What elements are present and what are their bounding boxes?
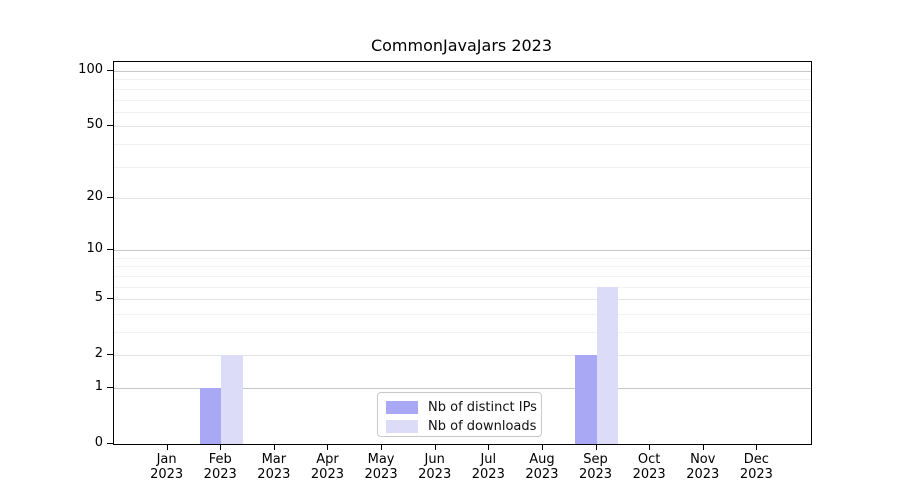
gridline-minor-6 (114, 286, 811, 288)
y-tick-0 (107, 443, 113, 444)
x-tick-label-feb: Feb 2023 (203, 452, 237, 482)
bar-downloads-feb (221, 355, 243, 444)
x-tick-label-mar: Mar 2023 (257, 452, 291, 482)
y-tick-label-100: 100 (78, 62, 103, 78)
plot-area (113, 61, 812, 445)
gridline-major-1 (114, 387, 811, 389)
gridline-major-2 (114, 355, 811, 357)
x-tick-dec (756, 444, 758, 450)
gridline-minor-80 (114, 88, 811, 90)
y-tick-label-50: 50 (86, 117, 103, 133)
gridline-major-20 (114, 197, 811, 199)
x-tick-label-apr: Apr 2023 (310, 452, 344, 482)
y-tick-1 (107, 386, 113, 388)
y-tick-label-10: 10 (86, 241, 103, 257)
y-tick-label-1: 1 (94, 378, 103, 394)
gridline-major-10 (114, 250, 811, 252)
legend: Nb of distinct IPs Nb of downloads (377, 392, 542, 437)
x-tick-apr (327, 444, 329, 450)
x-tick-label-dec: Dec 2023 (739, 452, 773, 482)
gridline-minor-7 (114, 275, 811, 277)
chart-title: CommonJavaJars 2023 (370, 36, 553, 55)
y-tick-100 (107, 70, 113, 72)
legend-label-0: Nb of distinct IPs (428, 400, 537, 415)
x-tick-jun (434, 444, 436, 450)
legend-label-1: Nb of downloads (428, 419, 537, 434)
x-tick-jul (488, 444, 490, 450)
grid-layer (114, 62, 811, 444)
gridline-minor-9 (114, 257, 811, 259)
x-tick-jan (166, 444, 168, 450)
gridline-minor-8 (114, 266, 811, 268)
x-tick-label-oct: Oct 2023 (632, 452, 666, 482)
bar-downloads-sep (596, 286, 619, 444)
gridline-minor-40 (114, 143, 811, 145)
y-tick-label-20: 20 (86, 188, 103, 204)
legend-row-1: Nb of downloads (386, 418, 537, 435)
x-tick-label-jul: Jul 2023 (471, 452, 505, 482)
bar-ips-sep (575, 355, 597, 444)
gridline-minor-70 (114, 99, 811, 101)
x-tick-nov (702, 444, 704, 450)
bars-layer (114, 62, 811, 444)
x-tick-label-nov: Nov 2023 (686, 452, 720, 482)
gridline-minor-60 (114, 111, 811, 113)
gridline-minor-90 (114, 79, 811, 81)
y-tick-label-0: 0 (94, 435, 103, 450)
x-tick-label-may: May 2023 (364, 452, 398, 482)
y-tick-label-2: 2 (94, 346, 103, 362)
gridline-major-50 (114, 126, 811, 128)
x-tick-aug (541, 444, 543, 450)
gridline-major-100 (114, 71, 811, 73)
y-tick-50 (107, 125, 113, 127)
x-tick-sep (595, 444, 597, 450)
legend-swatch-0 (386, 401, 418, 414)
y-tick-label-5: 5 (94, 290, 103, 306)
legend-swatch-1 (386, 420, 418, 433)
x-tick-feb (220, 444, 222, 450)
gridline-minor-30 (114, 166, 811, 168)
x-tick-mar (273, 444, 275, 450)
y-tick-10 (107, 249, 113, 251)
gridline-minor-3 (114, 331, 811, 333)
y-tick-5 (107, 298, 113, 300)
gridline-minor-4 (114, 313, 811, 315)
y-tick-20 (107, 196, 113, 198)
bar-ips-feb (199, 387, 222, 444)
x-tick-label-sep: Sep 2023 (578, 452, 613, 482)
y-tick-2 (107, 354, 113, 356)
x-tick-may (381, 444, 383, 450)
gridline-major-5 (114, 299, 811, 301)
x-tick-label-jan: Jan 2023 (150, 452, 184, 482)
legend-row-0: Nb of distinct IPs (386, 399, 537, 416)
x-tick-label-aug: Aug 2023 (525, 452, 559, 482)
x-tick-label-jun: Jun 2023 (418, 452, 452, 482)
x-tick-oct (649, 444, 651, 450)
